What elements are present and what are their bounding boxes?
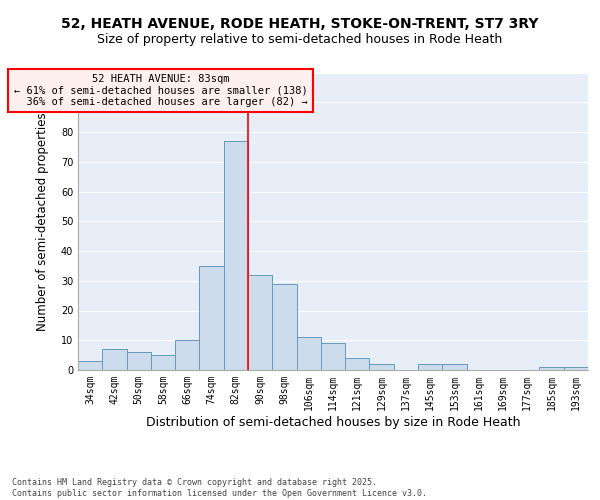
Bar	[345, 358, 370, 370]
X-axis label: Distribution of semi-detached houses by size in Rode Heath: Distribution of semi-detached houses by …	[146, 416, 520, 428]
Bar	[564, 367, 588, 370]
Bar	[151, 355, 175, 370]
Bar	[418, 364, 442, 370]
Bar	[127, 352, 151, 370]
Bar	[321, 343, 345, 370]
Bar	[102, 349, 127, 370]
Bar	[175, 340, 199, 370]
Text: 52 HEATH AVENUE: 83sqm
← 61% of semi-detached houses are smaller (138)
  36% of : 52 HEATH AVENUE: 83sqm ← 61% of semi-det…	[14, 74, 307, 107]
Bar	[78, 361, 102, 370]
Bar	[224, 141, 248, 370]
Y-axis label: Number of semi-detached properties: Number of semi-detached properties	[36, 112, 49, 330]
Bar	[539, 367, 564, 370]
Bar	[442, 364, 467, 370]
Bar	[370, 364, 394, 370]
Bar	[199, 266, 224, 370]
Bar	[272, 284, 296, 370]
Text: Contains HM Land Registry data © Crown copyright and database right 2025.
Contai: Contains HM Land Registry data © Crown c…	[12, 478, 427, 498]
Bar	[248, 275, 272, 370]
Text: Size of property relative to semi-detached houses in Rode Heath: Size of property relative to semi-detach…	[97, 32, 503, 46]
Bar	[296, 338, 321, 370]
Text: 52, HEATH AVENUE, RODE HEATH, STOKE-ON-TRENT, ST7 3RY: 52, HEATH AVENUE, RODE HEATH, STOKE-ON-T…	[61, 18, 539, 32]
